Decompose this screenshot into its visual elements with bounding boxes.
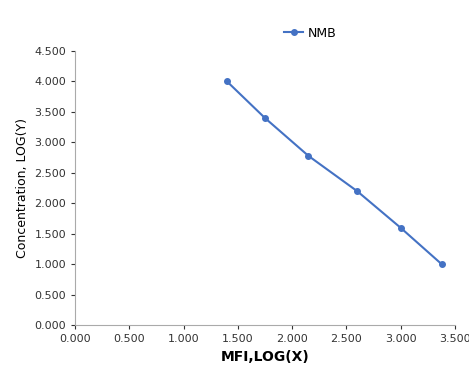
NMB (439, 262, 445, 267)
Line: NMB: NMB (224, 79, 445, 267)
NMB (355, 189, 360, 194)
NMB (306, 154, 311, 158)
X-axis label: MFI,LOG(X): MFI,LOG(X) (220, 350, 310, 364)
NMB (398, 225, 403, 230)
NMB (224, 79, 230, 84)
NMB (262, 116, 268, 120)
Y-axis label: Concentration, LOG(Y): Concentration, LOG(Y) (15, 118, 29, 258)
Legend: NMB: NMB (280, 22, 342, 45)
